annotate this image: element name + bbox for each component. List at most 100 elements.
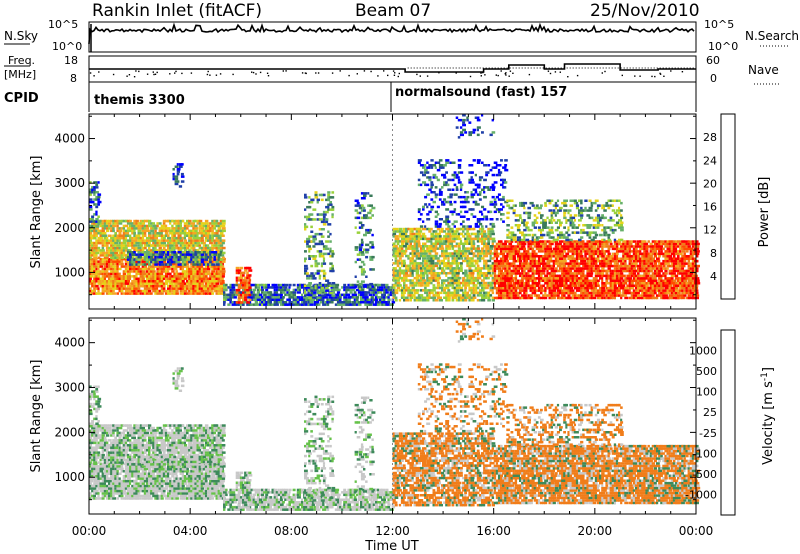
power-cell — [363, 263, 366, 266]
power-cell — [186, 260, 190, 263]
power-cell — [267, 283, 270, 287]
power-cell — [447, 264, 451, 268]
power-cell — [546, 282, 550, 285]
power-cell — [118, 249, 123, 252]
power-cell — [164, 219, 169, 223]
power-cell — [202, 241, 206, 245]
power-cell — [398, 249, 402, 253]
power-cell — [213, 267, 216, 271]
power-cell — [89, 246, 92, 250]
power-cell — [468, 269, 472, 272]
power-cell — [122, 219, 127, 223]
power-cell — [183, 229, 187, 233]
power-cell — [250, 296, 255, 299]
power-cell — [443, 198, 447, 201]
power-cell — [329, 284, 333, 287]
power-cell — [135, 255, 138, 259]
power-cell — [148, 270, 152, 273]
power-cell — [118, 222, 123, 225]
power-cell — [317, 283, 321, 287]
power-cell — [445, 252, 448, 255]
power-cell — [139, 272, 144, 276]
power-cell — [371, 206, 376, 210]
power-cell — [449, 281, 454, 285]
power-cell — [449, 267, 452, 270]
power-cell — [122, 227, 125, 230]
power-cell — [495, 245, 500, 248]
power-cell — [548, 289, 551, 292]
power-cell — [561, 296, 565, 300]
power-cell — [219, 258, 224, 261]
power-cell — [542, 277, 546, 280]
power-cell — [177, 282, 181, 285]
power-cell — [358, 226, 362, 229]
power-cell — [154, 224, 158, 228]
power-cell — [183, 287, 187, 290]
power-cell — [546, 264, 549, 268]
power-cell — [116, 219, 120, 223]
power-cell — [430, 227, 433, 231]
power-cell — [221, 282, 225, 285]
power-cell — [263, 291, 266, 294]
power-cell — [417, 183, 421, 187]
power-cell — [213, 284, 216, 288]
power-cell — [139, 260, 143, 263]
power-cell — [339, 296, 342, 299]
power-cell — [105, 265, 110, 268]
power-cell — [347, 301, 352, 304]
power-cell — [271, 283, 275, 287]
power-cell — [154, 275, 157, 278]
power-cell — [495, 277, 500, 280]
power-cell — [156, 224, 159, 228]
power-cell — [148, 234, 152, 237]
power-cell — [181, 232, 184, 235]
power-cell — [135, 227, 138, 230]
power-cell — [510, 272, 514, 275]
power-cell — [91, 219, 96, 223]
power-cell — [171, 227, 175, 230]
power-cell — [445, 296, 448, 299]
power-cell — [447, 276, 452, 280]
power-cell — [312, 198, 315, 202]
power-cell — [459, 267, 463, 270]
power-cell — [462, 254, 466, 258]
power-cell — [183, 260, 186, 264]
power-cell — [137, 272, 140, 276]
power-cell — [171, 219, 174, 223]
power-cell — [556, 289, 561, 292]
power-cell — [441, 272, 444, 275]
power-cell — [550, 274, 555, 278]
power-cell — [120, 251, 125, 255]
power-cell — [474, 232, 477, 236]
power-cell — [407, 264, 411, 268]
power-cell — [525, 267, 530, 270]
power-cell — [355, 288, 360, 292]
power-cell — [154, 229, 157, 233]
power-cell — [372, 283, 377, 287]
power-cell — [103, 232, 107, 235]
power-cell — [162, 270, 166, 273]
power-cell — [171, 239, 174, 242]
power-cell — [476, 257, 479, 260]
freq-outlier-dot — [232, 73, 234, 76]
power-cell — [523, 274, 526, 278]
power-cell — [365, 216, 368, 220]
power-cell — [320, 269, 324, 273]
power-cell — [175, 287, 179, 290]
power-cell — [156, 280, 160, 283]
power-cell — [535, 269, 540, 273]
power-cell — [449, 193, 454, 196]
power-cell — [525, 279, 529, 282]
power-cell — [112, 257, 116, 261]
power-cell — [190, 287, 193, 290]
power-cell — [364, 298, 367, 301]
power-cell — [219, 263, 223, 266]
power-cell — [542, 264, 545, 268]
power-cell — [108, 257, 112, 261]
power-cell — [139, 232, 143, 235]
power-cell — [531, 289, 535, 292]
power-cell — [533, 291, 537, 295]
power-cell — [133, 239, 138, 242]
power-cell — [550, 252, 555, 256]
power-cell — [355, 296, 360, 299]
